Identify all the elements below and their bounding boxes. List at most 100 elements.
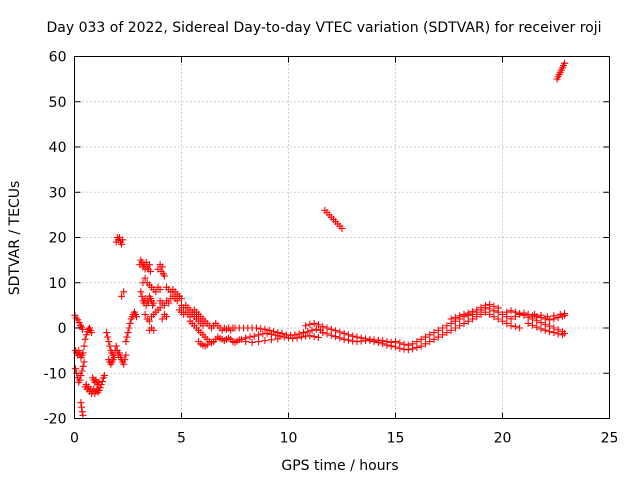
x-tick-label: 15 (387, 431, 405, 447)
y-tick-label: 50 (49, 95, 67, 111)
data-point (357, 334, 365, 342)
data-point (323, 324, 331, 332)
data-point (528, 321, 536, 329)
data-point (481, 301, 489, 309)
data-point (456, 312, 464, 320)
data-point (72, 365, 80, 373)
data-point (319, 323, 327, 331)
data-point (434, 326, 442, 334)
data-point (490, 302, 498, 310)
data-point (145, 261, 153, 269)
data-point (558, 331, 566, 339)
data-point (314, 321, 322, 329)
data-point (387, 342, 395, 350)
data-point (494, 315, 502, 323)
x-tick-labels: 0 5 10 15 20 25 (70, 431, 618, 447)
data-point (340, 329, 348, 337)
data-point (323, 330, 331, 338)
data-point (165, 299, 173, 307)
data-point (255, 338, 263, 346)
data-point (556, 310, 564, 318)
data-point (439, 324, 447, 332)
data-point (469, 308, 477, 316)
data-point (267, 336, 275, 344)
data-point (274, 335, 282, 343)
y-tick-label: 40 (49, 140, 67, 156)
data-point (392, 338, 399, 346)
data-point (396, 339, 404, 347)
grid (74, 56, 610, 419)
data-point (80, 358, 88, 366)
data-point (507, 322, 515, 330)
data-point (447, 315, 455, 323)
data-point (95, 378, 103, 386)
data-point (302, 322, 310, 330)
data-point (123, 333, 131, 341)
data-point (250, 332, 258, 340)
data-point (80, 342, 88, 350)
data-point (199, 322, 207, 330)
data-point (152, 288, 160, 296)
data-point (255, 331, 263, 339)
data-point (79, 411, 87, 419)
data-point (541, 326, 549, 334)
data-point (473, 306, 481, 314)
data-point (272, 331, 280, 339)
data-point (417, 342, 425, 350)
x-tick-label: 5 (177, 431, 186, 447)
data-point (374, 338, 382, 346)
data-point (353, 333, 361, 341)
data-point (417, 335, 425, 343)
data-point (141, 274, 149, 282)
data-point (524, 313, 532, 321)
data-point (106, 342, 114, 350)
data-point (486, 300, 494, 308)
data-point (404, 341, 412, 349)
data-point (421, 340, 429, 348)
data-point (421, 333, 429, 341)
data-point (314, 334, 322, 342)
data-point (533, 323, 541, 331)
data-point (531, 310, 539, 318)
data-point (293, 334, 301, 342)
y-tick-label: 20 (49, 231, 67, 247)
x-tick-label: 20 (494, 431, 512, 447)
data-point (280, 333, 288, 341)
data-points (71, 59, 569, 419)
data-point (203, 341, 211, 349)
data-point (537, 319, 545, 327)
data-point (261, 337, 269, 345)
data-point (434, 333, 442, 341)
data-point (477, 304, 485, 312)
data-point (263, 329, 271, 337)
x-tick-label: 10 (280, 431, 298, 447)
data-point (447, 326, 455, 334)
data-point (327, 331, 335, 339)
y-tick-label: -10 (44, 366, 67, 382)
data-point (297, 333, 305, 341)
data-point (426, 338, 434, 346)
data-point (486, 310, 494, 318)
data-point (79, 362, 87, 370)
data-point (460, 319, 468, 327)
data-point (104, 333, 112, 341)
data-point (481, 308, 489, 316)
data-point (304, 328, 312, 336)
data-point (160, 272, 168, 280)
data-point (511, 323, 519, 331)
data-point (430, 329, 438, 337)
data-point (78, 403, 86, 411)
data-point (554, 330, 562, 338)
data-point (246, 333, 254, 341)
data-point (112, 342, 120, 350)
data-point (409, 340, 417, 348)
data-point (469, 315, 477, 323)
data-point (336, 334, 344, 342)
data-point (443, 322, 451, 330)
data-point (543, 313, 551, 321)
data-point (75, 347, 83, 355)
data-point (537, 325, 545, 333)
y-axis-label: SDTVAR / TECUs (7, 181, 23, 296)
data-point (561, 310, 569, 318)
